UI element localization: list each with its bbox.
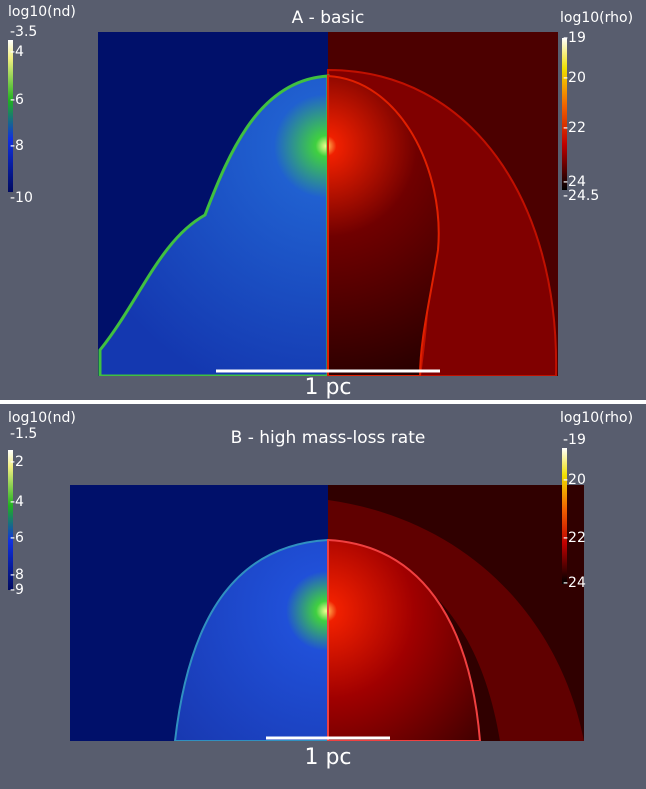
colorbar-tick: -4: [10, 494, 24, 510]
colorbar-label: log10(rho): [560, 410, 633, 426]
colorbar-tick: -8: [10, 567, 24, 583]
colorbar-label: log10(nd): [8, 410, 76, 426]
panel-title: A - basic: [292, 8, 365, 28]
colorbar-tick: -24: [563, 575, 586, 591]
colorbar-tick: -19: [563, 432, 586, 448]
colorbar-right-b: [562, 448, 567, 584]
colorbar-tick: -20: [563, 472, 586, 488]
colorbar-tick: -3.5: [10, 24, 37, 40]
colorbar-tick: -6: [10, 92, 24, 108]
panel-title: B - high mass-loss rate: [231, 428, 426, 448]
colorbar-tick: -1.5: [10, 426, 37, 442]
colorbar-left-b: [8, 450, 13, 590]
colorbar-tick: -2: [10, 454, 24, 470]
scalebar-label: 1 pc: [304, 745, 351, 770]
colorbar-tick: -8: [10, 138, 24, 154]
colorbar-tick: -19: [563, 30, 586, 46]
colorbar-tick: -9: [10, 582, 24, 598]
colorbar-tick: -4: [10, 44, 24, 60]
colorbar-label: log10(rho): [560, 10, 633, 26]
colorbar-tick: -24: [563, 174, 586, 190]
colorbar-label: log10(nd): [8, 4, 76, 20]
simulation-image-b: [70, 485, 584, 741]
simulation-image-a: [98, 32, 558, 376]
colorbar-left-a: [8, 40, 13, 192]
colorbar-tick: -22: [563, 120, 586, 136]
scalebar-label: 1 pc: [304, 375, 351, 400]
colorbar-tick: -24.5: [563, 188, 599, 204]
colorbar-tick: -20: [563, 70, 586, 86]
colorbar-tick: -6: [10, 530, 24, 546]
colorbar-right-a: [562, 38, 567, 190]
colorbar-tick: -10: [10, 190, 33, 206]
colorbar-tick: -22: [563, 530, 586, 546]
